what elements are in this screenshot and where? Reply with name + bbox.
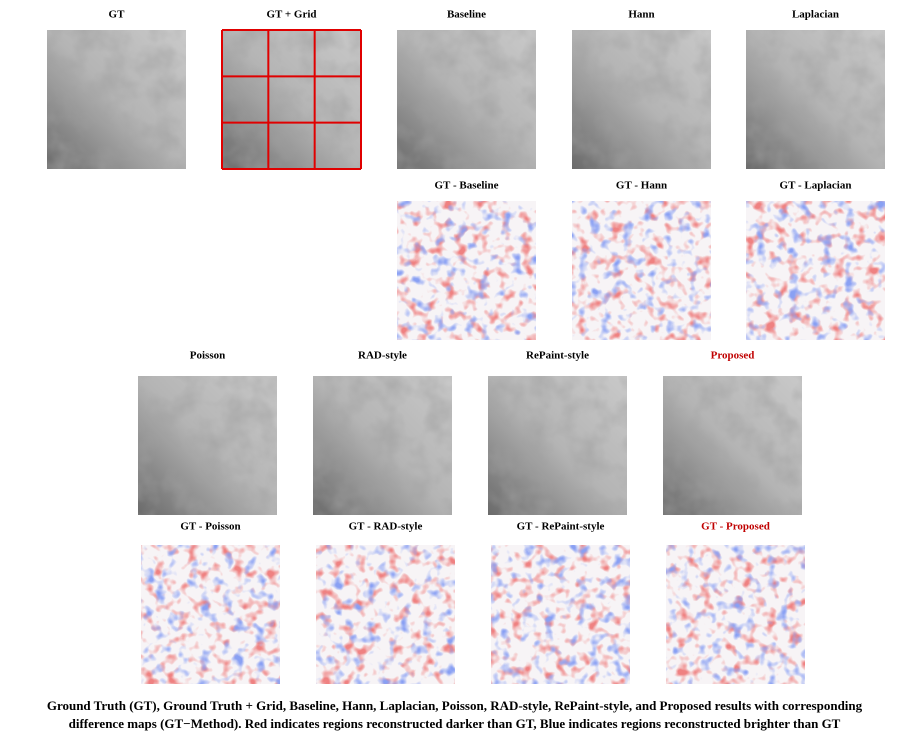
figure: GT GT + Grid Baseline Hann Laplacian GT - Bas…	[47, 9, 885, 684]
panel: Proposed	[663, 350, 802, 515]
panel: GT - Proposed	[666, 521, 805, 684]
image-texture	[138, 376, 277, 515]
panel-title: GT + Grid	[266, 9, 316, 21]
diff-blue	[572, 201, 711, 340]
panel: GT - Laplacian	[746, 180, 885, 340]
diff-blue	[491, 545, 630, 684]
panel: GT	[47, 9, 186, 169]
image-texture	[313, 376, 452, 515]
panel-title: Laplacian	[792, 9, 839, 21]
diff-blue	[141, 545, 280, 684]
panel-title: Proposed	[711, 350, 755, 362]
panel: Poisson	[138, 350, 277, 515]
caption-line: difference maps (GT−Method). Red indicat…	[68, 716, 841, 731]
panel: GT + Grid	[221, 9, 362, 170]
panel-title: GT - RAD-style	[349, 521, 423, 533]
panel-title: Baseline	[447, 9, 486, 21]
panel: RePaint-style	[488, 350, 627, 515]
image-texture	[488, 376, 627, 515]
panel: RAD-style	[313, 350, 452, 515]
image-texture	[572, 30, 711, 169]
panel-title: RePaint-style	[526, 350, 589, 362]
image-texture	[47, 30, 186, 169]
caption: Ground Truth (GT), Ground Truth + Grid, …	[0, 697, 909, 733]
panel-title: GT - Poisson	[180, 521, 240, 533]
panel: Laplacian	[746, 9, 885, 169]
panel-title: GT - Baseline	[435, 180, 499, 192]
panel: GT - Hann	[572, 180, 711, 340]
panel: Hann	[572, 9, 711, 169]
panel-title: GT	[109, 9, 126, 21]
panel-title: Poisson	[190, 350, 225, 362]
caption-line: Ground Truth (GT), Ground Truth + Grid, …	[46, 698, 863, 713]
panel: GT - RAD-style	[316, 521, 455, 684]
image-texture	[663, 376, 802, 515]
panel: GT - Baseline	[397, 180, 536, 340]
panel-title: RAD-style	[358, 350, 407, 362]
panel: Baseline	[397, 9, 536, 169]
panel-title: GT - RePaint-style	[517, 521, 605, 533]
panel-title: Hann	[628, 9, 654, 21]
panel-title: GT - Proposed	[701, 521, 770, 533]
diff-blue	[316, 545, 455, 684]
panel-title: GT - Laplacian	[780, 180, 852, 192]
panel-title: GT - Hann	[616, 180, 667, 192]
image-texture	[397, 30, 536, 169]
image-texture	[222, 30, 361, 169]
panel: GT - Poisson	[141, 521, 280, 684]
diff-blue	[397, 201, 536, 340]
diff-blue	[746, 201, 885, 340]
image-texture	[746, 30, 885, 169]
diff-blue	[666, 545, 805, 684]
panel: GT - RePaint-style	[491, 521, 630, 684]
